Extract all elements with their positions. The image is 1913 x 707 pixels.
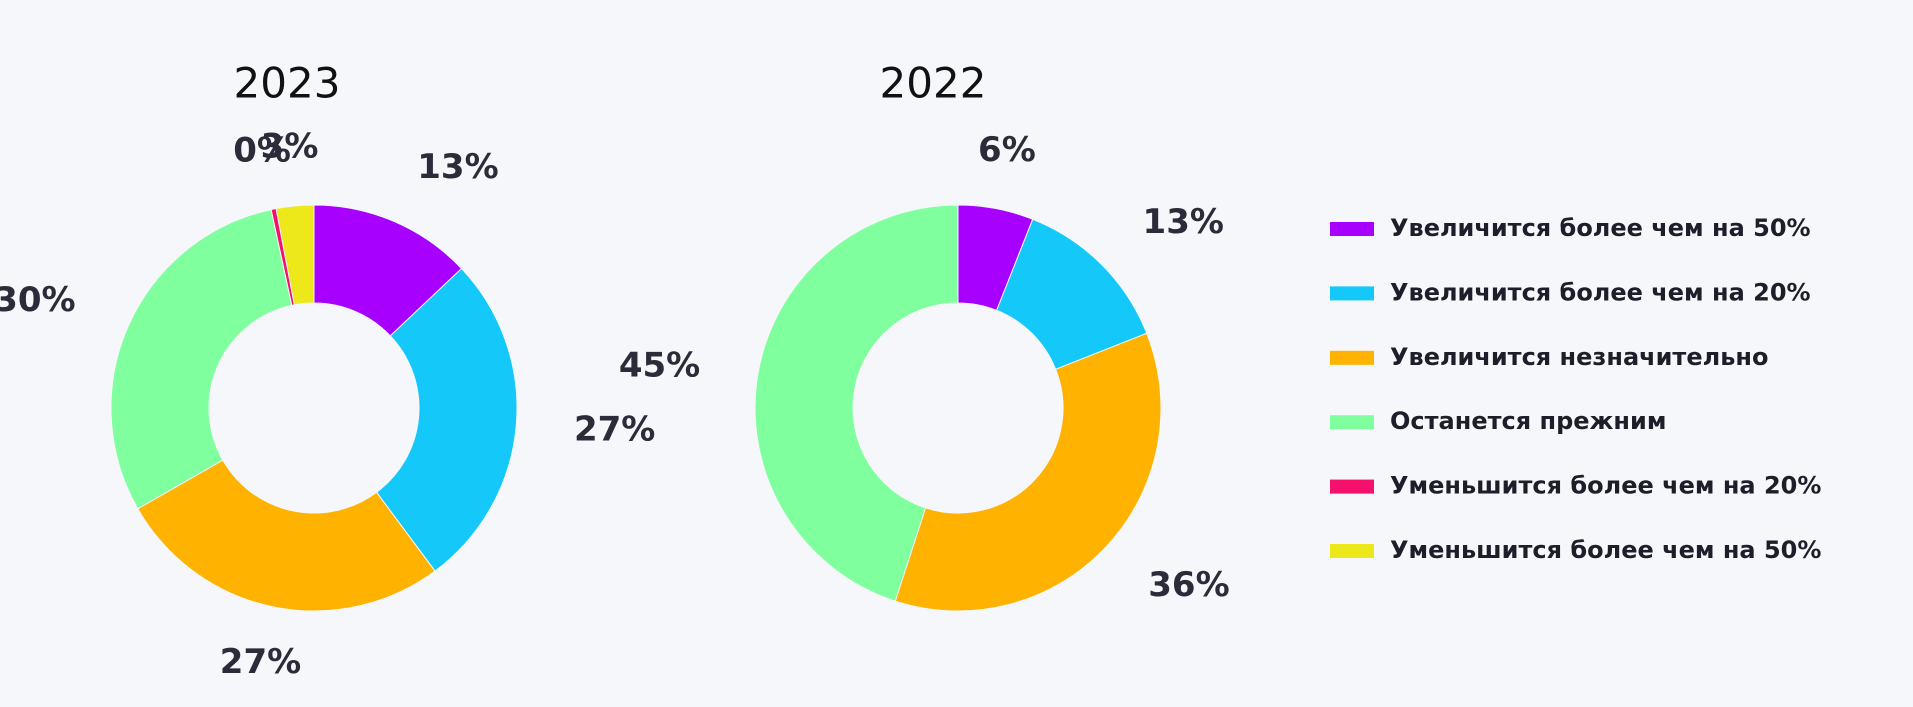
legend-label: Уменьшится более чем на 20%	[1390, 472, 1821, 500]
value-label: 0%	[233, 131, 291, 171]
value-label: 6%	[978, 130, 1036, 170]
value-label: 27%	[220, 642, 301, 682]
legend-label: Увеличится незначительно	[1390, 343, 1768, 371]
slice	[275, 204, 315, 306]
slice: Увеличится незначительно	[894, 332, 1162, 612]
value-label: 36%	[1148, 565, 1229, 605]
value-label: 45%	[619, 346, 700, 386]
value-label: 30%	[0, 280, 76, 320]
value-label: 3%	[261, 127, 319, 167]
value-label: 27%	[574, 409, 655, 449]
legend-swatch	[1330, 286, 1374, 301]
chart-title: 2023	[234, 59, 341, 108]
legend-swatch	[1330, 479, 1374, 494]
legend-label: Останется прежним	[1390, 407, 1666, 435]
slice	[110, 208, 293, 510]
legend-label: Увеличится более чем на 20%	[1390, 278, 1811, 306]
slice	[375, 267, 518, 572]
legend-label: Уменьшится более чем на 50%	[1390, 536, 1821, 564]
value-label: 13%	[417, 147, 498, 187]
legend-swatch	[1330, 415, 1374, 430]
legend-swatch	[1330, 350, 1374, 365]
legend-swatch	[1330, 222, 1374, 236]
legend-label: Увеличится более чем на 50%	[1390, 214, 1811, 242]
value-label: 13%	[1143, 202, 1224, 242]
chart-title: 2022	[880, 59, 987, 108]
slice	[137, 459, 436, 612]
legend-swatch	[1330, 544, 1374, 558]
slice: Останется прежним	[754, 204, 959, 602]
